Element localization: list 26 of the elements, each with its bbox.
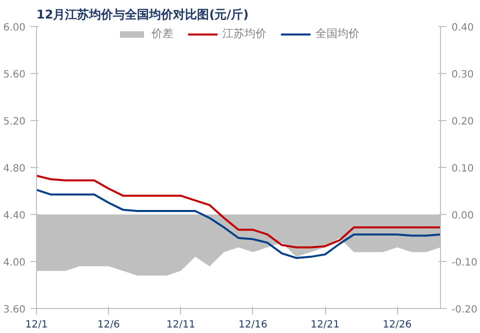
y-tick-label: 4.80 [3, 164, 26, 174]
y-tick-label: 4.00 [3, 258, 26, 268]
y-tick-label: 5.20 [3, 116, 26, 128]
legend-label: 价差 [152, 26, 174, 41]
y2-tick-label: -0.20 [452, 304, 478, 316]
x-tick-label: 12/26 [382, 320, 412, 330]
y-tick-label: 4.40 [3, 210, 26, 222]
y2-tick-label: 0.20 [452, 116, 474, 128]
y2-tick-label: 0.40 [452, 22, 474, 34]
x-tick-label: 12/16 [238, 320, 268, 330]
line-series [36, 188, 440, 259]
y2-tick-label: -0.10 [452, 258, 478, 268]
y-tick-label: 6.00 [3, 22, 26, 34]
y-tick-label: 3.60 [3, 304, 26, 316]
x-tick-label: 12/6 [97, 320, 120, 330]
x-tick-label: 12/21 [310, 320, 340, 330]
chart-title: 12月江苏均价与全国均价对比图(元/斤) [36, 8, 249, 22]
line-series [36, 174, 440, 248]
y2-tick-label: 0.10 [452, 164, 474, 174]
x-tick-label: 12/1 [25, 320, 48, 330]
legend-label: 全国均价 [316, 26, 360, 41]
y-tick-label: 5.60 [3, 70, 26, 80]
y2-tick-label: 0.00 [452, 210, 474, 222]
y2-tick-label: 0.30 [452, 70, 474, 80]
legend-label: 江苏均价 [222, 26, 266, 41]
x-tick-label: 12/11 [166, 320, 196, 330]
